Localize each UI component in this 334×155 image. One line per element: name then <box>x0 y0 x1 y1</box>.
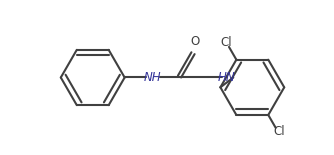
Text: Cl: Cl <box>273 125 285 138</box>
Text: HN: HN <box>218 71 235 84</box>
Text: O: O <box>190 35 199 48</box>
Text: Cl: Cl <box>220 36 232 49</box>
Text: NH: NH <box>144 71 162 84</box>
